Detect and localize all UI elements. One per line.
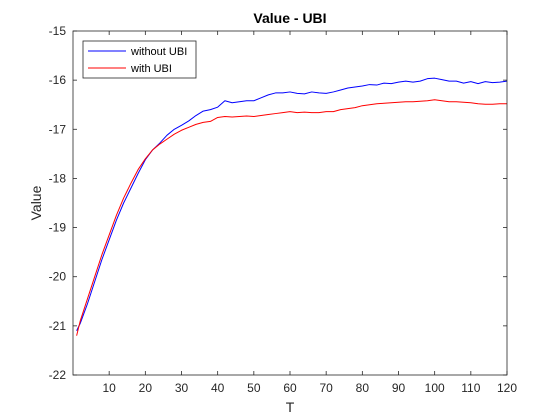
y-axis-label: Value: [28, 185, 44, 220]
legend-label-without-ubi: without UBI: [130, 46, 187, 58]
x-tick-label: 70: [319, 381, 333, 395]
legend: without UBI with UBI: [82, 40, 197, 79]
x-tick-label: 50: [247, 381, 261, 395]
x-tick-label: 90: [392, 381, 406, 395]
x-tick-label: 60: [283, 381, 297, 395]
y-tick-label: -16: [49, 73, 67, 87]
x-tick-label: 20: [139, 381, 153, 395]
y-tick-label: -15: [49, 24, 67, 38]
x-tick-label: 10: [102, 381, 116, 395]
series-line-with-ubi: [76, 99, 507, 336]
legend-box: [82, 40, 197, 79]
y-tick-label: -20: [49, 270, 67, 284]
y-tick-label: -22: [49, 368, 67, 382]
y-tick-label: -18: [49, 171, 67, 185]
x-tick-label: 80: [356, 381, 370, 395]
y-tick-label: -17: [49, 122, 67, 136]
x-tick-label: 30: [175, 381, 189, 395]
x-tick-label: 100: [425, 381, 445, 395]
series-line-without-ubi: [76, 77, 508, 331]
x-axis-label: T: [286, 399, 295, 415]
plot-area: [73, 31, 507, 375]
legend-label-with-ubi: with UBI: [130, 63, 172, 75]
ticks-layer: 10 20 30 40 50 60 70 80 90 100 110 120 -15 -16 -17 -18 -…: [49, 24, 518, 395]
series-layer: [76, 77, 508, 336]
chart-title: Value - UBI: [253, 10, 326, 26]
y-tick-label: -19: [49, 221, 67, 235]
y-tick-label: -21: [49, 319, 67, 333]
x-tick-label: 40: [211, 381, 225, 395]
x-tick-label: 110: [461, 381, 480, 395]
x-tick-label: 120: [497, 381, 517, 395]
